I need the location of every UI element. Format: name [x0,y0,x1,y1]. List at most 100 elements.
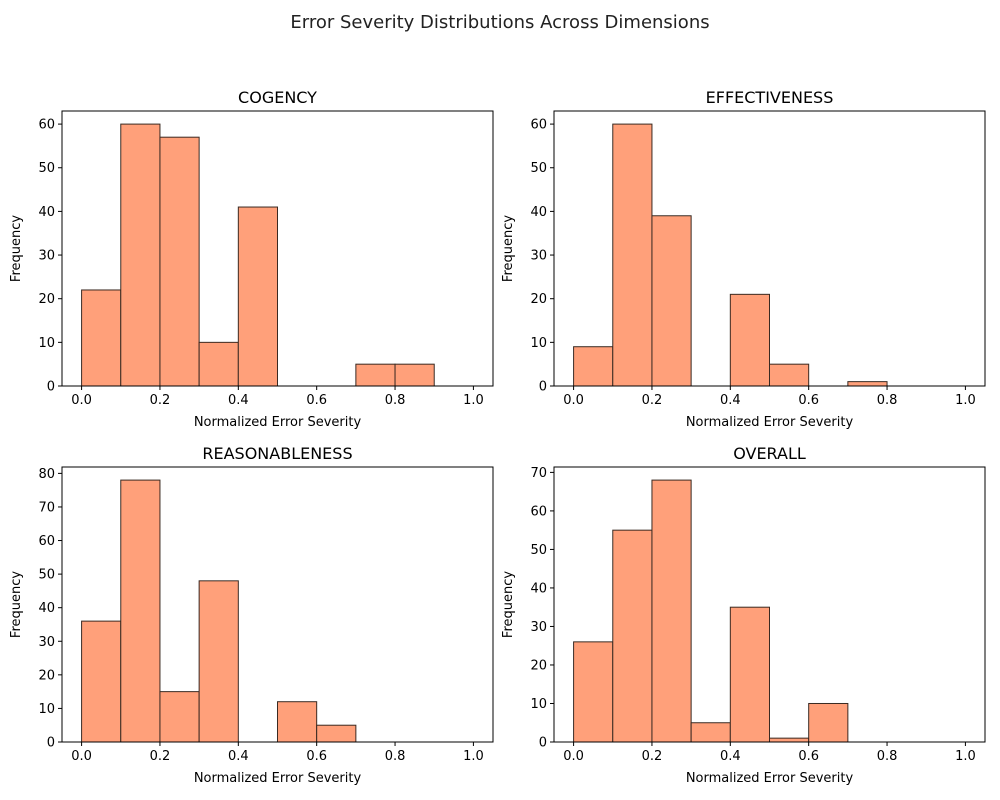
y-axis-label: Frequency [501,215,516,282]
histogram-bar [690,722,731,743]
y-tick-label: 50 [38,568,55,583]
histogram-bar [612,529,653,743]
axes-frame [553,110,986,387]
x-tick-label: 0.0 [71,393,92,408]
y-axis-label: Frequency [501,571,516,638]
x-tick-label: 0.4 [228,749,249,764]
x-tick-label: 0.6 [306,749,327,764]
panel-title: EFFECTIVENESS [706,88,834,107]
y-tick-label: 10 [38,336,55,351]
y-tick-label: 40 [38,205,55,220]
x-axis-label: Normalized Error Severity [194,415,362,430]
x-tick-label: 0.8 [877,393,898,408]
y-tick-label: 60 [38,118,55,133]
y-tick-label: 20 [530,292,547,307]
x-tick-label: 0.2 [150,393,171,408]
figure-title: Error Severity Distributions Across Dime… [290,12,710,33]
axes-frame [553,466,986,743]
y-tick-label: 60 [530,118,547,133]
y-tick-label: 80 [38,467,55,482]
x-axis-label: Normalized Error Severity [686,771,854,786]
histogram-bar [769,363,810,387]
y-tick-label: 30 [38,635,55,650]
y-tick-label: 20 [38,668,55,683]
y-tick-label: 50 [38,161,55,176]
x-tick-label: 0.6 [798,393,819,408]
histogram-bar [394,363,435,387]
histogram-bar [573,641,614,743]
histogram-bar [81,620,122,743]
y-tick-label: 40 [530,581,547,596]
y-tick-label: 20 [38,292,55,307]
histogram-bar [81,289,122,387]
histogram-bar [847,381,888,387]
panel-title: REASONABLENESS [202,444,352,463]
histogram-panel-reasonableness: 0.0 0.2 0.4 0.6 0.8 1.0 0 10 20 30 40 50 60 70 80 REASO… [9,444,494,786]
histogram-bar [120,479,161,743]
y-tick-label: 40 [530,205,547,220]
y-tick-label: 10 [530,697,547,712]
x-tick-label: 1.0 [463,749,484,764]
y-axis-label: Frequency [9,571,24,638]
histogram-bar [159,691,200,743]
x-tick-label: 1.0 [955,393,976,408]
histogram-bar [651,215,692,387]
histogram-bar [237,206,278,387]
histogram-bar [198,580,239,743]
y-tick-label: 20 [530,658,547,673]
histogram-bar [316,724,357,743]
histogram-bar [277,701,318,743]
y-tick-label: 30 [530,249,547,264]
histogram-panel-cogency: 0.0 0.2 0.4 0.6 0.8 1.0 0 10 20 30 40 50 60 COGENCY No… [9,88,494,430]
y-tick-label: 10 [530,336,547,351]
panel-title: OVERALL [733,444,806,463]
histogram-bar [573,346,614,387]
y-tick-label: 0 [539,736,547,751]
x-tick-label: 0.4 [720,393,741,408]
x-tick-label: 1.0 [463,393,484,408]
x-tick-label: 0.4 [228,393,249,408]
y-tick-label: 0 [47,736,55,751]
x-tick-label: 0.4 [720,749,741,764]
x-tick-label: 0.2 [642,393,663,408]
x-tick-label: 0.8 [385,749,406,764]
x-tick-label: 0.2 [642,749,663,764]
histogram-panel-overall: 0.0 0.2 0.4 0.6 0.8 1.0 0 10 20 30 40 50 60 70 OVERALL… [501,444,986,786]
x-tick-label: 0.8 [385,393,406,408]
y-tick-label: 0 [539,380,547,395]
histogram-bar [729,606,770,743]
y-tick-label: 50 [530,161,547,176]
y-tick-label: 70 [530,466,547,481]
x-tick-label: 0.6 [798,749,819,764]
y-tick-label: 40 [38,601,55,616]
axes-frame [61,466,494,743]
axes-frame [61,110,494,387]
panel-title: COGENCY [238,88,317,107]
x-axis-label: Normalized Error Severity [194,771,362,786]
histogram-bar [612,123,653,387]
x-tick-label: 0.8 [877,749,898,764]
y-tick-label: 60 [530,504,547,519]
y-tick-label: 10 [38,702,55,717]
histogram-panel-effectiveness: 0.0 0.2 0.4 0.6 0.8 1.0 0 10 20 30 40 50 60 EFFECTIVE… [501,88,986,430]
histogram-bar [808,702,849,743]
histogram-bar [120,123,161,387]
y-axis-label: Frequency [9,215,24,282]
histogram-bar [159,136,200,387]
x-tick-label: 0.0 [563,749,584,764]
y-tick-label: 50 [530,543,547,558]
histogram-bar [729,293,770,387]
y-tick-label: 30 [530,620,547,635]
histogram-bar [769,737,810,743]
y-tick-label: 60 [38,534,55,549]
x-tick-label: 0.0 [71,749,92,764]
x-tick-label: 1.0 [955,749,976,764]
y-tick-label: 70 [38,500,55,515]
x-axis-label: Normalized Error Severity [686,415,854,430]
histogram-bar [198,341,239,387]
x-tick-label: 0.6 [306,393,327,408]
y-tick-label: 0 [47,380,55,395]
y-tick-label: 30 [38,249,55,264]
